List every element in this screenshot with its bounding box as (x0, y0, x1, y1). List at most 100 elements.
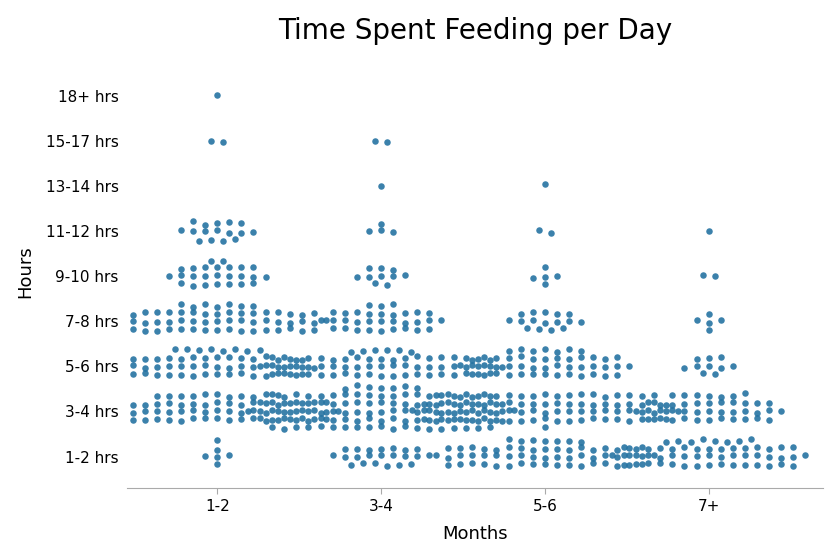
Point (465, 356, 479, 365)
Point (138, 307, 151, 316)
Point (654, 405, 667, 414)
Point (714, 392, 727, 401)
Point (350, 273, 364, 282)
Point (338, 315, 351, 324)
Point (271, 416, 285, 424)
Point (678, 461, 691, 470)
Point (302, 370, 315, 379)
Point (629, 451, 643, 460)
Point (138, 400, 151, 409)
Point (435, 414, 449, 423)
Point (338, 308, 351, 317)
Point (642, 415, 655, 424)
Point (465, 399, 479, 408)
Point (514, 444, 528, 453)
Point (763, 405, 776, 414)
Point (454, 400, 467, 409)
Point (586, 407, 600, 416)
Point (223, 324, 236, 333)
Point (526, 405, 539, 414)
Point (483, 368, 496, 377)
Point (150, 362, 164, 371)
Point (647, 408, 660, 417)
Point (714, 398, 727, 407)
Point (162, 370, 176, 379)
Point (350, 408, 364, 417)
Point (763, 399, 776, 408)
Point (228, 235, 242, 244)
Point (606, 450, 619, 459)
Point (126, 310, 139, 319)
Point (708, 272, 722, 281)
Point (265, 405, 279, 414)
Point (690, 361, 703, 370)
Point (254, 406, 267, 415)
Point (271, 355, 285, 364)
Point (586, 454, 600, 463)
Point (302, 391, 315, 400)
Point (126, 324, 139, 333)
Point (198, 400, 212, 409)
Point (234, 302, 248, 311)
Point (544, 325, 558, 334)
Point (690, 444, 703, 453)
Point (265, 369, 279, 378)
Point (750, 461, 764, 470)
Point (538, 180, 552, 189)
Point (411, 370, 424, 379)
Point (259, 371, 272, 380)
Point (375, 326, 388, 335)
Point (198, 309, 212, 318)
Point (326, 416, 339, 424)
Point (381, 461, 394, 470)
Point (338, 362, 351, 371)
Point (672, 437, 685, 446)
Point (307, 398, 321, 407)
Point (647, 390, 660, 399)
Point (665, 444, 679, 453)
Point (375, 181, 388, 190)
Point (223, 217, 236, 226)
Point (362, 361, 375, 370)
Point (241, 407, 255, 416)
Point (454, 393, 467, 402)
Point (350, 381, 364, 390)
Point (198, 326, 212, 335)
Point (186, 324, 200, 333)
Point (362, 445, 375, 454)
Point (586, 459, 600, 468)
Point (514, 436, 528, 445)
Point (211, 263, 224, 272)
Point (441, 416, 454, 424)
Point (490, 391, 503, 400)
Point (514, 400, 528, 409)
Point (386, 384, 400, 393)
Point (471, 417, 485, 426)
Point (386, 324, 400, 333)
Point (478, 370, 491, 379)
Point (398, 318, 412, 327)
Point (550, 445, 564, 454)
Point (774, 459, 788, 468)
Point (126, 361, 139, 370)
Point (435, 424, 449, 433)
Point (174, 407, 187, 416)
Point (586, 400, 600, 409)
Point (417, 406, 431, 415)
Point (386, 317, 400, 326)
Point (562, 445, 575, 454)
Point (622, 390, 636, 399)
Point (368, 346, 381, 354)
Point (478, 459, 491, 468)
Point (247, 414, 260, 423)
Point (423, 405, 436, 414)
Point (786, 452, 800, 461)
Point (562, 354, 575, 363)
Point (386, 361, 400, 370)
Point (490, 451, 503, 460)
Point (575, 399, 588, 408)
Point (435, 408, 449, 417)
Point (332, 407, 345, 416)
Point (447, 423, 460, 432)
Point (198, 300, 212, 309)
